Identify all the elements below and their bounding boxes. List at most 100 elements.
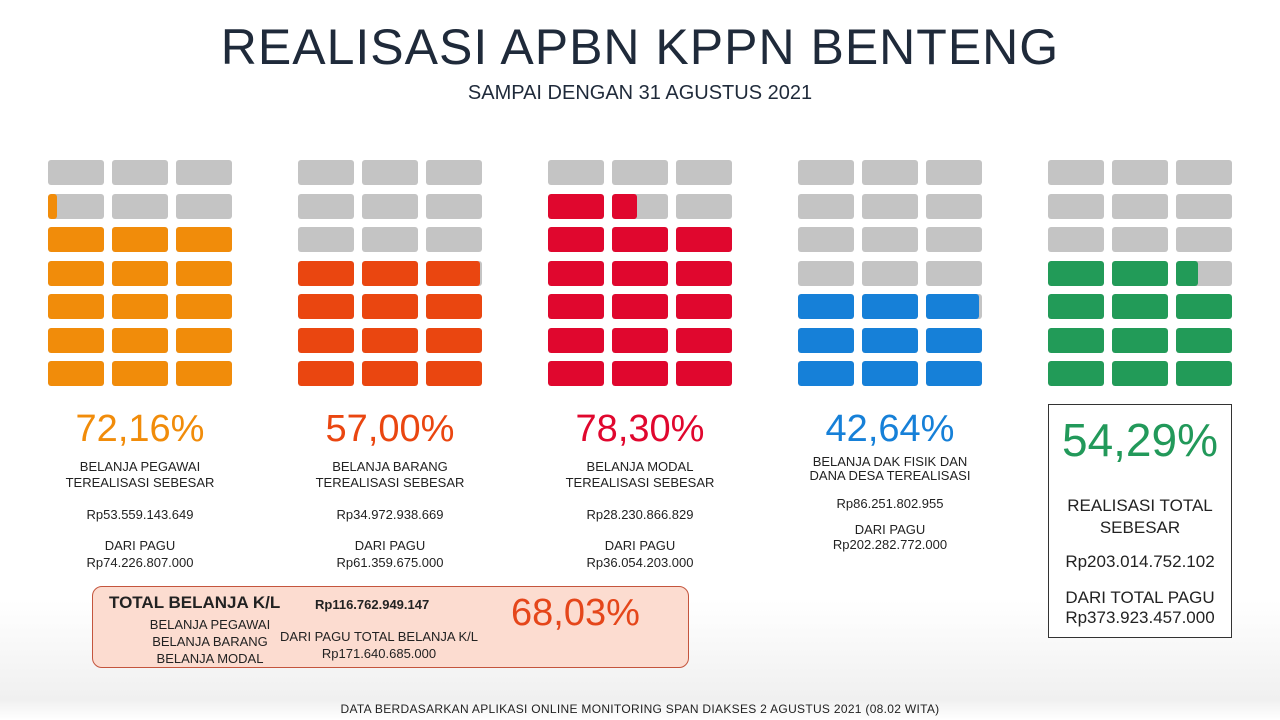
percent-belanja-barang: 57,00%	[325, 408, 455, 450]
label-belanja-pegawai-line2: TEREALISASI SEBESAR	[65, 475, 215, 490]
percent-belanja-modal: 78,30%	[575, 408, 705, 450]
waffle-cell-fill	[176, 227, 232, 252]
waffle-cell	[1112, 260, 1168, 286]
waffle-cell	[926, 260, 982, 286]
waffle-cell-fill	[1176, 260, 1199, 286]
percent-dak-fisik-dana-desa: 42,64%	[825, 408, 955, 450]
waffle-cell	[1176, 227, 1232, 252]
waffle-cell	[298, 260, 354, 286]
waffle-cell-fill	[548, 227, 604, 252]
waffle-cell	[862, 160, 918, 185]
waffle-cell	[176, 327, 232, 353]
waffle-cell-fill	[1112, 361, 1168, 386]
waffle-cell	[426, 361, 482, 386]
waffle-cell	[298, 361, 354, 386]
summary-label-line2: SEBESAR	[1099, 518, 1181, 537]
waffle-cell-fill	[862, 294, 918, 319]
waffle-cell	[112, 327, 168, 353]
waffle-cell	[48, 260, 104, 286]
waffle-cell	[798, 327, 854, 353]
waffle-cell	[48, 193, 104, 219]
label-belanja-modal-line2: TEREALISASI SEBESAR	[565, 475, 715, 490]
waffle-cell-fill	[48, 294, 104, 319]
waffle-cell	[926, 327, 982, 353]
waffle-cell-fill	[298, 327, 354, 353]
waffle-cell	[176, 361, 232, 386]
waffle-cell	[426, 160, 482, 185]
pagu-belanja-modal: Rp36.054.203.000	[586, 555, 694, 570]
waffle-dak-fisik-dana-desa	[798, 160, 982, 386]
page-subtitle: SAMPAI DENGAN 31 AGUSTUS 2021	[467, 82, 813, 104]
waffle-cell	[926, 361, 982, 386]
waffle-cell	[1112, 361, 1168, 386]
waffle-cell	[362, 227, 418, 252]
waffle-cell	[1048, 361, 1104, 386]
waffle-cell	[1112, 193, 1168, 219]
waffle-cell-fill	[612, 361, 668, 386]
total-kl-amount: Rp116.762.949.147	[315, 597, 430, 612]
waffle-cell-fill	[1112, 327, 1168, 353]
waffle-cell-fill	[48, 260, 104, 286]
label-belanja-pegawai-line1: BELANJA PEGAWAI	[79, 459, 201, 474]
waffle-cell	[426, 294, 482, 319]
total-kl-pagu: Rp171.640.685.000	[321, 646, 437, 661]
label-dak-fisik-line1: BELANJA DAK FISIK DAN	[812, 454, 968, 469]
waffle-cell-fill	[926, 361, 982, 386]
realisasi-belanja-modal: Rp28.230.866.829	[586, 507, 694, 522]
waffle-cell-fill	[1112, 260, 1168, 286]
waffle-cell-fill	[1048, 327, 1104, 353]
waffle-cell	[1112, 227, 1168, 252]
waffle-cell-fill	[112, 294, 168, 319]
waffle-cell-fill	[426, 361, 482, 386]
waffle-cell	[362, 361, 418, 386]
waffle-cell-fill	[1112, 294, 1168, 319]
pagu-dak-fisik-dana-desa: Rp202.282.772.000	[832, 537, 948, 552]
waffle-cell	[676, 260, 732, 286]
waffle-cell	[176, 160, 232, 185]
waffle-cell	[362, 260, 418, 286]
waffle-cell	[48, 227, 104, 252]
waffle-belanja-barang	[298, 160, 482, 386]
waffle-cell-fill	[612, 227, 668, 252]
summary-pagu: Rp373.923.457.000	[1065, 608, 1215, 627]
waffle-cell	[548, 227, 604, 252]
waffle-cell	[426, 260, 482, 286]
waffle-cell	[298, 160, 354, 185]
waffle-cell	[362, 193, 418, 219]
waffle-cell	[1176, 361, 1232, 386]
realisasi-belanja-barang: Rp34.972.938.669	[336, 507, 444, 522]
waffle-cell	[112, 160, 168, 185]
waffle-cell	[48, 327, 104, 353]
waffle-cell-fill	[362, 294, 418, 319]
pagu-label-belanja-barang: DARI PAGU	[354, 538, 426, 553]
waffle-cell-fill	[426, 327, 482, 353]
waffle-cell	[798, 160, 854, 185]
waffle-cell-fill	[176, 361, 232, 386]
percent-belanja-pegawai: 72,16%	[75, 408, 205, 450]
waffle-cell	[1176, 260, 1232, 286]
waffle-cell-fill	[362, 361, 418, 386]
total-belanja-kl-box: TOTAL BELANJA K/L Rp116.762.949.147 BELA…	[92, 586, 689, 668]
waffle-cell-fill	[176, 327, 232, 353]
waffle-cell	[1112, 327, 1168, 353]
waffle-cell-fill	[426, 260, 481, 286]
total-kl-items: BELANJA PEGAWAI BELANJA BARANG BELANJA M…	[115, 616, 305, 667]
waffle-cell-fill	[1048, 361, 1104, 386]
waffle-cell	[48, 160, 104, 185]
percent-realisasi-total: 54,29%	[1061, 414, 1218, 466]
waffle-cell	[176, 294, 232, 319]
waffle-cell-fill	[298, 260, 354, 286]
waffle-cell	[48, 361, 104, 386]
waffle-cell-fill	[1176, 294, 1232, 319]
waffle-cell-fill	[548, 327, 604, 353]
waffle-cell	[798, 193, 854, 219]
waffle-cell	[548, 260, 604, 286]
summary-label-line1: REALISASI TOTAL	[1067, 496, 1213, 515]
waffle-cell	[1112, 294, 1168, 319]
waffle-cell-fill	[926, 294, 980, 319]
waffle-cell	[612, 193, 668, 219]
waffle-cell	[676, 361, 732, 386]
waffle-cell	[112, 294, 168, 319]
waffle-cell	[676, 193, 732, 219]
waffle-cell	[298, 193, 354, 219]
